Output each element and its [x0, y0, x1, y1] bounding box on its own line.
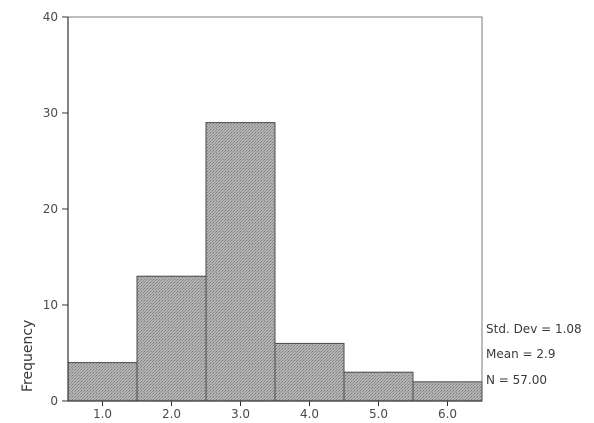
x-tick-label: 4.0: [300, 407, 319, 421]
y-axis-ticks: 0 10 20 30 40: [43, 10, 68, 408]
stat-mean: Mean = 2.9: [486, 347, 555, 361]
histogram-bar: [205, 122, 276, 402]
bar-group: [67, 122, 483, 402]
y-tick-label: 0: [50, 394, 58, 408]
x-tick-label: 6.0: [438, 407, 457, 421]
x-tick-label: 3.0: [231, 407, 250, 421]
histogram-bar: [274, 342, 345, 402]
histogram-bar: [136, 275, 207, 402]
histogram-bar: [412, 381, 483, 402]
stat-n: N = 57.00: [486, 373, 547, 387]
y-tick-label: 20: [43, 202, 58, 216]
x-axis-ticks: 1.0 2.0 3.0 4.0 5.0 6.0: [93, 401, 457, 421]
x-tick-label: 2.0: [162, 407, 181, 421]
y-tick-label: 30: [43, 106, 58, 120]
x-tick-label: 5.0: [369, 407, 388, 421]
x-tick-label: 1.0: [93, 407, 112, 421]
y-axis-title: Frequency: [20, 320, 36, 392]
histogram-bar: [343, 371, 414, 402]
stat-std-dev: Std. Dev = 1.08: [486, 322, 582, 336]
y-tick-label: 10: [43, 298, 58, 312]
y-tick-label: 40: [43, 10, 58, 24]
histogram-bar: [67, 362, 138, 402]
